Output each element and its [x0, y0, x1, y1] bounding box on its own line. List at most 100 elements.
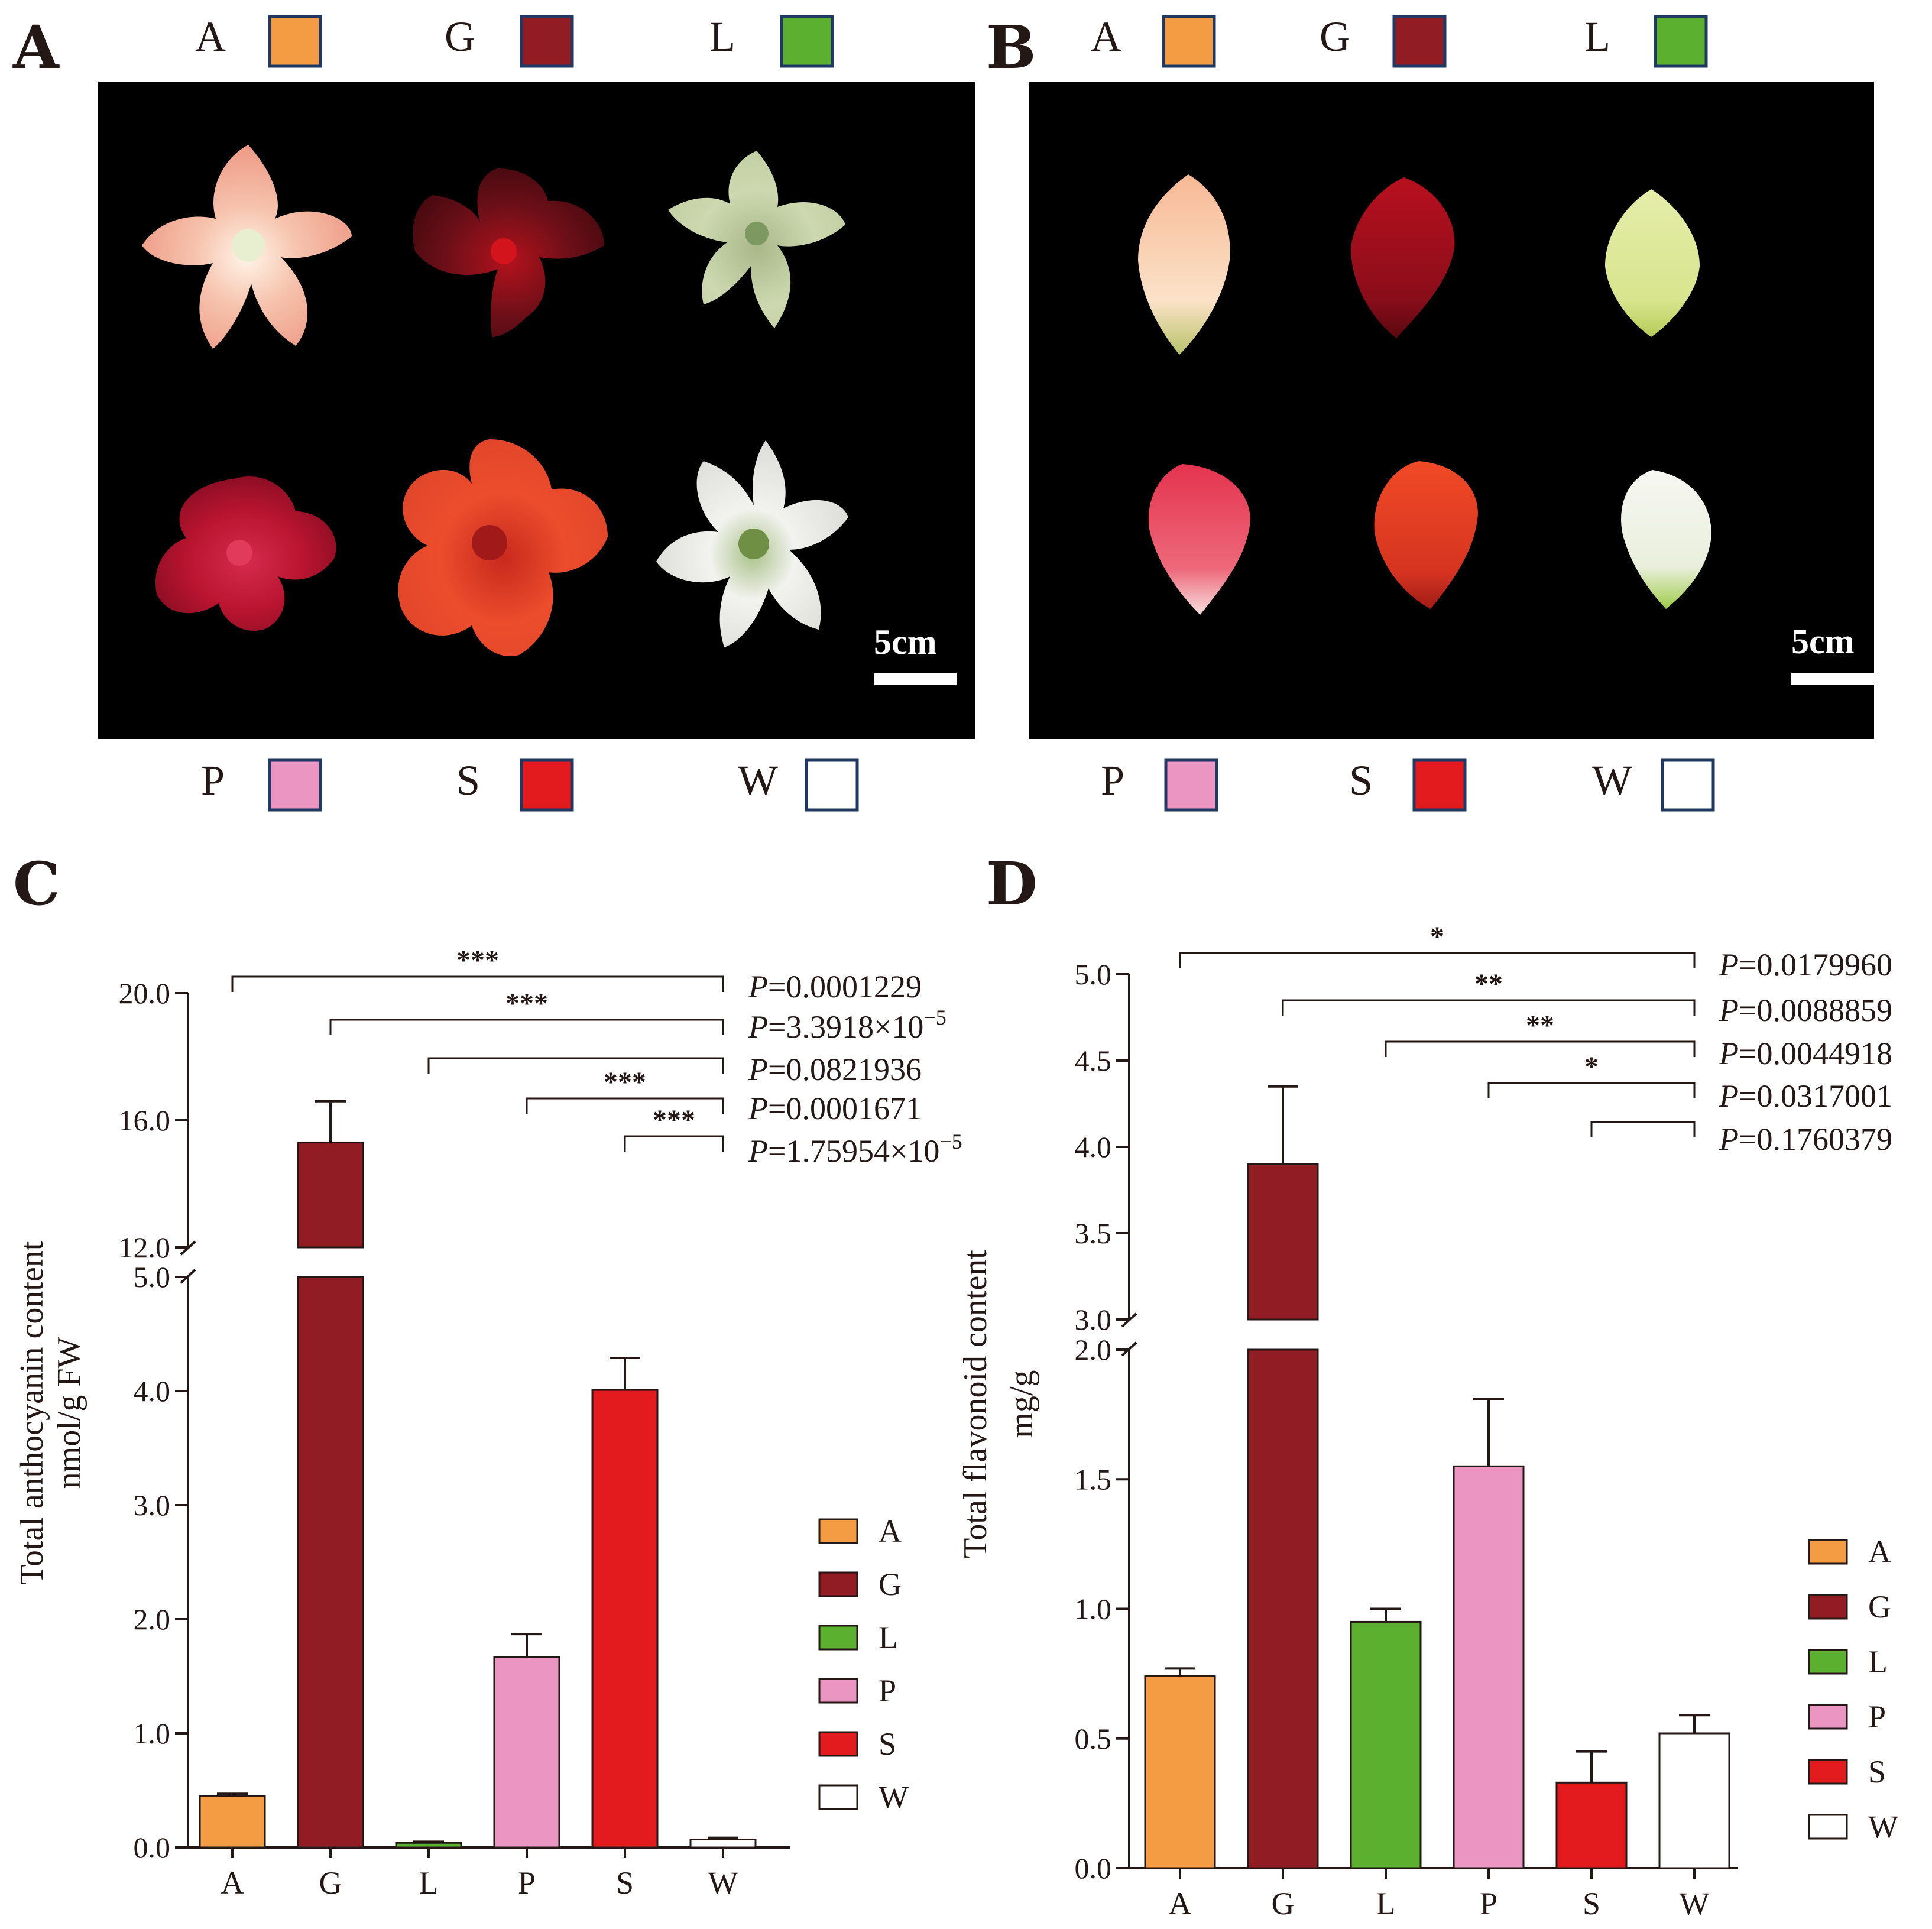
- chart-d-legend-swatch-p: [1808, 1704, 1848, 1730]
- chart-d-p-value-l: P=0.0044918: [1719, 1036, 1892, 1071]
- chart-c-comparison-bracket-a-w: [231, 975, 724, 992]
- chart-d-x-tick-label-g: G: [1272, 1886, 1295, 1921]
- photo-a-key-label-l: L: [709, 13, 735, 60]
- photo-a-key-label-a: A: [195, 13, 226, 60]
- scale-bar-label-a: 5cm: [874, 623, 937, 662]
- photo-b-key-swatch-g: [1392, 15, 1447, 68]
- chart-c-y-axis-unit: nmol/g FW: [51, 1337, 87, 1489]
- chart-c-legend-label-s: S: [879, 1726, 896, 1762]
- chart-c-p-value-p: P=0.0001671: [748, 1091, 922, 1126]
- photo-b-key-swatch-w: [1661, 758, 1715, 812]
- chart-d-legend-swatch-a: [1808, 1539, 1848, 1565]
- chart-c-p-value-s: P=1.75954×10−5: [748, 1130, 962, 1169]
- flower-g-throat: [491, 238, 517, 264]
- chart-d-significance-a: *: [1430, 921, 1444, 952]
- chart-c-legend-swatch-s: [818, 1731, 858, 1757]
- chart-c-x-tick-label-l: L: [419, 1865, 439, 1901]
- flower-a-throat: [232, 229, 265, 262]
- chart-c-p-value-number: =0.0001229: [768, 969, 922, 1004]
- chart-d-legend-swatch-g: [1808, 1594, 1848, 1620]
- chart-c-p-value-prefix: P: [748, 1091, 768, 1126]
- chart-d-bar-l: [1350, 1620, 1422, 1869]
- chart-c-bar-w: [689, 1838, 757, 1849]
- chart-d-comparison-bracket-s-w: [1590, 1121, 1696, 1137]
- chart-c-p-value-number: =0.0821936: [768, 1052, 922, 1087]
- chart-d-comparison-bracket-g-w: [1282, 999, 1696, 1016]
- flower-s: [398, 439, 608, 656]
- chart-c-comparison-bracket-g-w: [329, 1019, 724, 1035]
- chart-d-significance-p: *: [1584, 1051, 1599, 1082]
- chart-d-bar-g-lower: [1247, 1348, 1319, 1869]
- chart-d-p-value-number: =0.0317001: [1739, 1078, 1892, 1114]
- chart-d-p-value-g: P=0.0088859: [1719, 993, 1892, 1028]
- photo-b-background: [1029, 82, 1874, 739]
- chart-d-legend-swatch-l: [1808, 1649, 1848, 1675]
- chart-c-p-value-a: P=0.0001229: [748, 969, 922, 1004]
- petal-p: [1148, 464, 1250, 615]
- chart-panel-d: 0.0 0.5 1.0 1.5 2.03.0 3.5 4.0 4.5 5.0 Total flav…: [957, 921, 1898, 1921]
- photo-b-key-swatch-a: [1162, 15, 1216, 68]
- chart-c-legend-swatch-w: [818, 1784, 858, 1810]
- chart-c-y-tick-label: 0.0: [134, 1831, 171, 1864]
- flower-w-throat: [738, 529, 769, 559]
- panel-label-a: A: [12, 12, 60, 82]
- chart-d-p-value-s: P=0.1760379: [1719, 1121, 1892, 1157]
- chart-c-legend-swatch-g: [818, 1571, 858, 1597]
- chart-c-significance-g: ***: [505, 988, 548, 1019]
- chart-c-p-value-prefix: P: [748, 1052, 768, 1087]
- chart-d-p-value-prefix: P: [1719, 947, 1739, 983]
- chart-d-legend-label-p: P: [1868, 1699, 1886, 1735]
- panel-label-c: C: [13, 849, 60, 919]
- chart-d-legend-label-g: G: [1868, 1589, 1891, 1625]
- chart-d-x-tick-label-l: L: [1376, 1886, 1396, 1921]
- photo-panel-a: 5cm: [98, 82, 975, 739]
- chart-d-p-value-prefix: P: [1719, 1036, 1739, 1071]
- flower-l-throat: [745, 222, 769, 245]
- chart-d-legend-label-l: L: [1868, 1644, 1888, 1680]
- chart-c-p-value-prefix: P: [748, 969, 768, 1004]
- chart-d-y-tick-label: 3.5: [1075, 1217, 1112, 1250]
- photo-a-key-swatch-s: [520, 758, 574, 812]
- panel-label-d: D: [986, 849, 1038, 919]
- chart-c-p-value-g: P=3.3918×10−5: [748, 1006, 946, 1045]
- petal-s: [1374, 461, 1478, 609]
- photo-a-key-swatch-p: [268, 758, 322, 812]
- chart-d-bar-a: [1144, 1675, 1216, 1869]
- chart-d-bar-w: [1658, 1732, 1730, 1869]
- chart-c-p-value-prefix: P: [748, 1133, 768, 1169]
- chart-c-p-value-number: =1.75954×10: [768, 1133, 939, 1169]
- flower-s-throat: [472, 525, 507, 560]
- chart-c-p-value-l: P=0.0821936: [748, 1052, 922, 1087]
- photo-a-key-label-g: G: [445, 13, 475, 60]
- chart-d-significance-l: **: [1526, 1010, 1554, 1041]
- chart-d-legend-swatch-w: [1808, 1814, 1848, 1840]
- chart-c-y-tick-label: 1.0: [134, 1717, 171, 1750]
- chart-c-legend-label-g: G: [879, 1567, 902, 1602]
- chart-d-p-value-number: =0.0179960: [1739, 947, 1892, 983]
- chart-c-legend-swatch-l: [818, 1625, 858, 1651]
- chart-d-legend-label-w: W: [1868, 1809, 1898, 1844]
- chart-c-p-value-exponent: −5: [939, 1130, 962, 1153]
- flower-a: [142, 145, 352, 349]
- chart-c-y-tick-label: 20.0: [119, 977, 171, 1010]
- chart-c-bar-g-upper: [297, 1142, 364, 1249]
- photo-a-key-swatch-w: [805, 758, 859, 812]
- chart-c-bar-p: [493, 1656, 560, 1849]
- photo-b-key-swatch-l: [1654, 15, 1708, 68]
- scale-bar-label-b: 5cm: [1791, 622, 1855, 661]
- chart-c-x-tick-label-p: P: [518, 1865, 536, 1901]
- photo-b-key-swatch-p: [1164, 758, 1218, 812]
- flower-w: [656, 440, 848, 647]
- chart-d-p-value-prefix: P: [1719, 1078, 1739, 1114]
- photo-a-key-swatch-a: [268, 15, 322, 68]
- photo-a-key-swatch-l: [780, 15, 834, 68]
- chart-d-y-tick-label: 0.0: [1075, 1852, 1112, 1885]
- chart-d-p-value-number: =0.1760379: [1739, 1121, 1892, 1157]
- chart-d-p-value-a: P=0.0179960: [1719, 947, 1892, 983]
- flower-p-throat: [226, 540, 252, 566]
- chart-c-x-tick-label-w: W: [708, 1865, 738, 1901]
- photo-b-key-label-a: A: [1091, 13, 1121, 60]
- chart-c-y-tick-label: 3.0: [134, 1489, 171, 1522]
